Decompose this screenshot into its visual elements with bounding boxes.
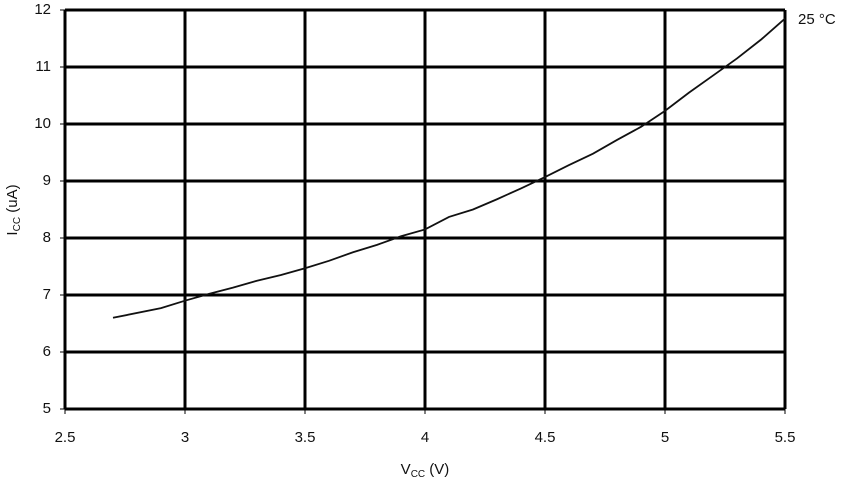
y-tick-label: 11 [35, 58, 51, 75]
series-label: 25 °C [798, 11, 836, 28]
y-tick-label: 6 [43, 343, 51, 360]
y-tick-label: 8 [43, 229, 51, 246]
x-tick-label: 5 [661, 429, 669, 446]
x-tick-label: 3.5 [295, 429, 316, 446]
line [112, 17, 786, 319]
y-axis-label: ICC (uA) [4, 184, 23, 235]
x-tick-label: 2.5 [55, 429, 76, 446]
y-tick-label: 9 [43, 172, 51, 189]
y-tick-label: 12 [34, 1, 51, 18]
y-tick-label: 10 [34, 115, 51, 132]
x-tick-label: 3 [181, 429, 189, 446]
x-tick-label: 4 [421, 429, 429, 446]
x-axis-label: VCC (V) [401, 461, 450, 480]
y-tick-label: 7 [43, 286, 51, 303]
x-tick-label: 4.5 [535, 429, 556, 446]
x-tick-label: 5.5 [775, 429, 796, 446]
y-tick-label: 5 [43, 400, 51, 417]
